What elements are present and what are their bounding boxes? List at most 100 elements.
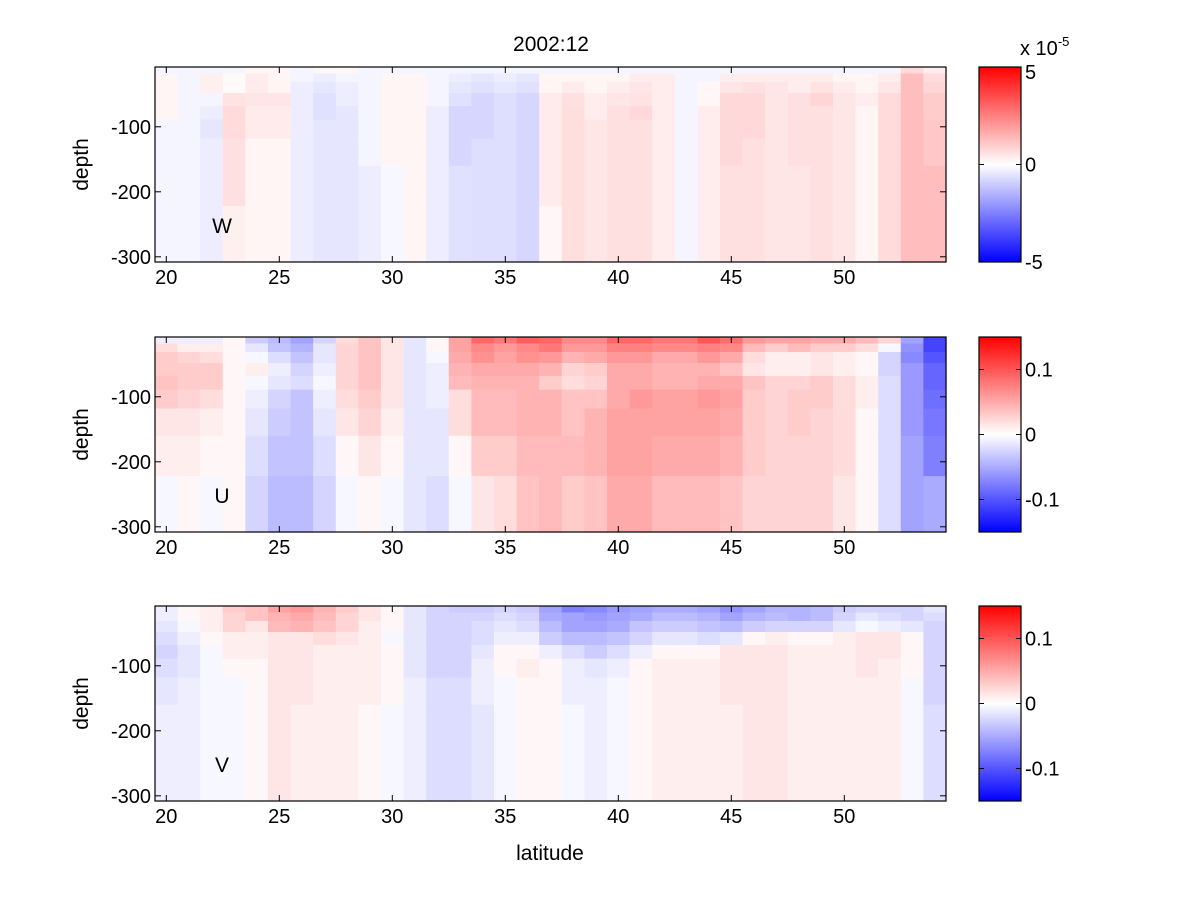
heatmap-cell	[335, 476, 359, 533]
heatmap-cell	[584, 343, 608, 353]
heatmap-cell	[561, 376, 585, 391]
heatmap-cell	[335, 612, 359, 622]
heatmap-cell	[335, 632, 359, 646]
heatmap-cell	[177, 119, 201, 140]
heatmap-cell	[765, 67, 789, 75]
heatmap-cell	[787, 81, 811, 94]
heatmap-cell	[810, 138, 834, 167]
heatmap-cell	[900, 745, 924, 802]
heatmap-cell	[268, 677, 292, 706]
heatmap-cell	[358, 745, 382, 802]
heatmap-cell	[607, 645, 631, 660]
heatmap-cell	[358, 389, 382, 410]
heatmap-cell	[787, 408, 811, 437]
heatmap-cell	[765, 206, 789, 263]
heatmap-cell	[494, 206, 518, 263]
heatmap-cell	[494, 343, 518, 353]
heatmap-cell	[448, 389, 472, 410]
heatmap-cell	[516, 435, 540, 477]
heatmap-cell	[810, 389, 834, 410]
heatmap-cell	[200, 73, 224, 83]
heatmap-cell	[426, 106, 450, 121]
heatmap-cell	[787, 435, 811, 477]
y-tick-label: -100	[111, 117, 151, 139]
heatmap-cell	[245, 408, 269, 437]
heatmap-cell	[855, 206, 879, 263]
heatmap-cell	[177, 476, 201, 533]
heatmap-cell	[448, 81, 472, 94]
heatmap-cell	[358, 106, 382, 121]
heatmap-cell	[584, 67, 608, 75]
heatmap-cell	[403, 206, 427, 263]
heatmap-cell	[833, 351, 857, 364]
heatmap-cell	[155, 389, 179, 410]
heatmap-cell	[855, 81, 879, 94]
heatmap-cell	[787, 376, 811, 391]
heatmap-cell	[539, 206, 563, 263]
heatmap-cell	[720, 106, 744, 121]
heatmap-cell	[923, 658, 947, 679]
heatmap-cell	[855, 376, 879, 391]
heatmap-cell	[313, 206, 337, 263]
heatmap-cell	[674, 351, 698, 364]
heatmap-cell	[652, 389, 676, 410]
heatmap-cell	[268, 206, 292, 263]
heatmap-cell	[742, 620, 766, 633]
heatmap-cell	[810, 745, 834, 802]
heatmap-cell	[923, 612, 947, 622]
heatmap-cell	[358, 476, 382, 533]
heatmap-cell	[629, 93, 653, 107]
x-tick-label: 25	[268, 806, 290, 828]
heatmap-cell	[787, 343, 811, 353]
heatmap-cell	[561, 206, 585, 263]
heatmap-cell	[471, 73, 495, 83]
heatmap-cell	[674, 620, 698, 633]
heatmap-cell	[855, 612, 879, 622]
heatmap-cell	[652, 658, 676, 679]
heatmap-cell	[471, 704, 495, 746]
heatmap-cell	[878, 408, 902, 437]
colorbar: 0.1 0 -0.1	[978, 336, 1059, 533]
heatmap-cell	[607, 73, 631, 83]
heatmap-cell	[426, 119, 450, 140]
heatmap-cell	[923, 67, 947, 75]
heatmap-cell	[155, 351, 179, 364]
heatmap-cell	[629, 658, 653, 679]
heatmap-cell	[539, 376, 563, 391]
heatmap-cell	[607, 632, 631, 646]
heatmap-cell	[539, 658, 563, 679]
heatmap-cell	[787, 206, 811, 263]
heatmap-cell	[381, 363, 405, 377]
heatmap-cell	[245, 632, 269, 646]
heatmap-cell	[290, 620, 314, 633]
heatmap-cell	[697, 73, 721, 83]
heatmap-cell	[200, 93, 224, 107]
heatmap-cell	[155, 138, 179, 167]
heatmap-cell	[787, 620, 811, 633]
heatmap-cell	[810, 658, 834, 679]
heatmap-cell	[358, 81, 382, 94]
heatmap-cell	[765, 745, 789, 802]
colorbar-tick-label: -5	[1025, 252, 1043, 274]
heatmap-cell	[561, 612, 585, 622]
heatmap-cell	[177, 389, 201, 410]
heatmap-cell	[900, 632, 924, 646]
heatmap-cell	[787, 612, 811, 622]
heatmap-cell	[900, 73, 924, 83]
heatmap-cell	[742, 337, 766, 345]
heatmap-cell	[245, 435, 269, 477]
heatmap-cell	[787, 138, 811, 167]
heatmap-cell	[268, 612, 292, 622]
heatmap-cell	[539, 389, 563, 410]
heatmap-cell	[855, 435, 879, 477]
heatmap-cell	[652, 351, 676, 364]
heatmap-cell	[833, 93, 857, 107]
heatmap-cell	[584, 632, 608, 646]
heatmap-cell	[494, 658, 518, 679]
heatmap-cells	[155, 606, 947, 802]
heatmap-cell	[900, 106, 924, 121]
heatmap-cell	[222, 343, 246, 353]
heatmap-cell	[720, 745, 744, 802]
heatmap-cell	[810, 119, 834, 140]
heatmap-cell	[810, 106, 834, 121]
